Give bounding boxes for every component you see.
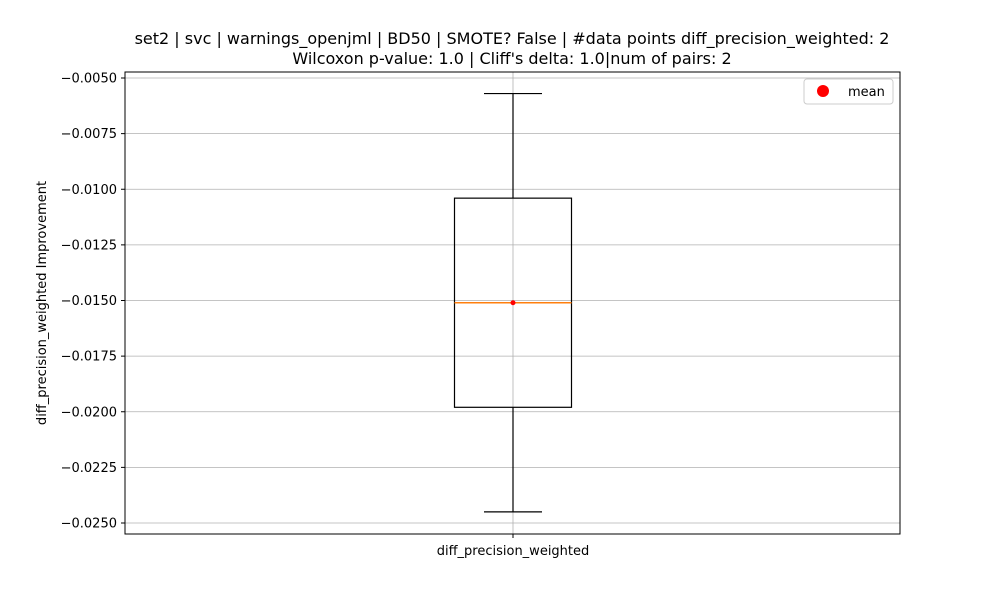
y-tick-label: −0.0075 (61, 127, 117, 142)
y-tick-label: −0.0050 (61, 72, 117, 87)
y-tick-label: −0.0150 (61, 294, 117, 309)
x-tick-label: diff_precision_weighted (437, 544, 590, 559)
legend-box (803, 78, 894, 105)
chart-title-line1: set2 | svc | warnings_openjml | BD50 | S… (135, 29, 890, 49)
chart-title-line2: Wilcoxon p-value: 1.0 | Cliff's delta: 1… (292, 49, 731, 68)
legend-mean-label: mean (848, 85, 885, 100)
mean-marker (510, 300, 516, 306)
legend-mean-marker (817, 85, 829, 97)
y-tick-label: −0.0225 (61, 461, 117, 476)
y-tick-label: −0.0175 (61, 350, 117, 365)
legend: mean (803, 78, 894, 105)
y-tick-label: −0.0250 (61, 517, 117, 532)
y-tick-label: −0.0125 (61, 238, 117, 253)
y-tick-label: −0.0200 (61, 405, 117, 420)
y-tick-label: −0.0100 (61, 183, 117, 198)
box-plot (453, 92, 573, 513)
y-axis-label: diff_precision_weighted Improvement (35, 181, 50, 425)
y-axis-ticks: −0.0050 −0.0075 −0.0100 −0.0125 −0.0150 −0.01… (61, 72, 125, 532)
